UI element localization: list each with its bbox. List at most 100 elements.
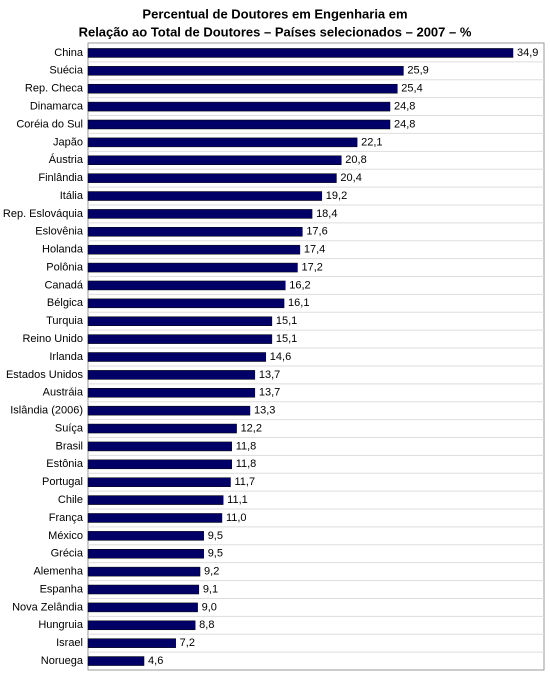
bar [87, 441, 232, 452]
category-label: Rep. Checa [25, 83, 84, 95]
category-label: Irlanda [49, 351, 84, 363]
value-label: 20,8 [345, 154, 366, 166]
category-label: Japão [53, 136, 83, 148]
category-label: Rep. Eslováquia [3, 208, 84, 220]
value-label: 15,1 [276, 333, 297, 345]
bar [87, 280, 286, 291]
category-label: Itália [60, 190, 84, 202]
category-label: Polônia [46, 261, 84, 273]
bar [87, 566, 201, 577]
value-label: 9,0 [202, 601, 217, 613]
value-label: 17,4 [304, 244, 325, 256]
bar [87, 477, 231, 487]
value-label: 18,4 [316, 208, 337, 220]
bar [87, 191, 323, 201]
bar [87, 602, 198, 613]
bar [87, 656, 145, 666]
category-label: Israel [56, 637, 83, 649]
category-label: Espanha [40, 583, 84, 595]
value-label: 19,2 [326, 190, 347, 202]
bar [87, 584, 200, 595]
value-label: 17,6 [306, 226, 327, 238]
value-label: 13,7 [259, 369, 280, 381]
value-label: 12,2 [241, 422, 262, 434]
chart-subtitle: Relação ao Total de Doutores – Países se… [79, 24, 472, 39]
value-label: 22,1 [361, 136, 382, 148]
category-label: Canadá [44, 279, 83, 291]
category-label: Noruega [41, 655, 84, 667]
category-label: Bélgica [47, 297, 84, 309]
category-label: Reino Unido [22, 333, 83, 345]
category-label: Finlândia [38, 172, 84, 184]
bar [87, 548, 204, 559]
bar [87, 66, 404, 76]
category-label: Áustria [49, 153, 84, 166]
category-label: Turquia [46, 315, 84, 327]
category-label: Coréia do Sul [16, 118, 83, 130]
bar [87, 155, 342, 166]
category-label: Nova Zelândia [12, 601, 84, 613]
category-label: Chile [58, 494, 83, 506]
bar [87, 638, 176, 648]
category-label: Suécia [49, 65, 84, 77]
value-label: 17,2 [301, 261, 322, 273]
bar [87, 531, 204, 541]
value-label: 24,8 [394, 118, 415, 130]
bar [87, 423, 237, 434]
category-label: Dinamarca [30, 101, 84, 113]
bar [87, 334, 273, 344]
value-label: 9,5 [208, 530, 223, 542]
bar [87, 101, 391, 112]
bar [87, 227, 303, 237]
value-label: 11,0 [226, 512, 247, 524]
value-label: 11,8 [236, 440, 257, 452]
value-label: 11,7 [234, 476, 255, 488]
value-label: 11,1 [227, 494, 248, 506]
chart-title: Percentual de Doutores em Engenharia em [142, 6, 407, 21]
category-label: China [54, 47, 84, 59]
value-label: 15,1 [276, 315, 297, 327]
bar [87, 119, 391, 130]
bar [87, 405, 251, 416]
category-label: Islândia (2006) [10, 405, 83, 417]
category-label: Brasil [55, 440, 83, 452]
category-label: Estônia [46, 458, 84, 470]
bar [87, 48, 514, 58]
value-label: 9,1 [203, 583, 218, 595]
category-label: Alemenha [33, 566, 83, 578]
bar [87, 370, 256, 380]
value-label: 11,8 [236, 458, 257, 470]
bar [87, 459, 232, 470]
value-label: 13,7 [259, 387, 280, 399]
value-label: 25,9 [407, 65, 428, 77]
value-label: 7,2 [180, 637, 195, 649]
category-label: Estados Unidos [6, 369, 84, 381]
category-label: Eslovênia [35, 226, 84, 238]
value-label: 24,8 [394, 101, 415, 113]
value-label: 13,3 [254, 405, 275, 417]
bar [87, 173, 337, 183]
category-label: Hungruia [38, 619, 84, 631]
bar [87, 244, 301, 255]
bar [87, 83, 398, 94]
category-label: Suíça [55, 422, 84, 434]
bar [87, 137, 358, 148]
bar [87, 495, 224, 505]
bar [87, 388, 256, 398]
bar [87, 513, 223, 523]
value-label: 34,9 [517, 47, 538, 59]
value-label: 8,8 [199, 619, 214, 631]
bar [87, 209, 313, 219]
category-label: França [49, 512, 84, 524]
bar [87, 352, 267, 362]
category-label: Portugal [42, 476, 83, 488]
value-label: 4,6 [148, 655, 163, 667]
bar [87, 620, 196, 631]
bar [87, 316, 273, 326]
value-label: 25,4 [401, 83, 422, 95]
category-label: Holanda [42, 244, 84, 256]
category-label: México [48, 530, 83, 542]
value-label: 16,1 [288, 297, 309, 309]
value-label: 20,4 [340, 172, 361, 184]
